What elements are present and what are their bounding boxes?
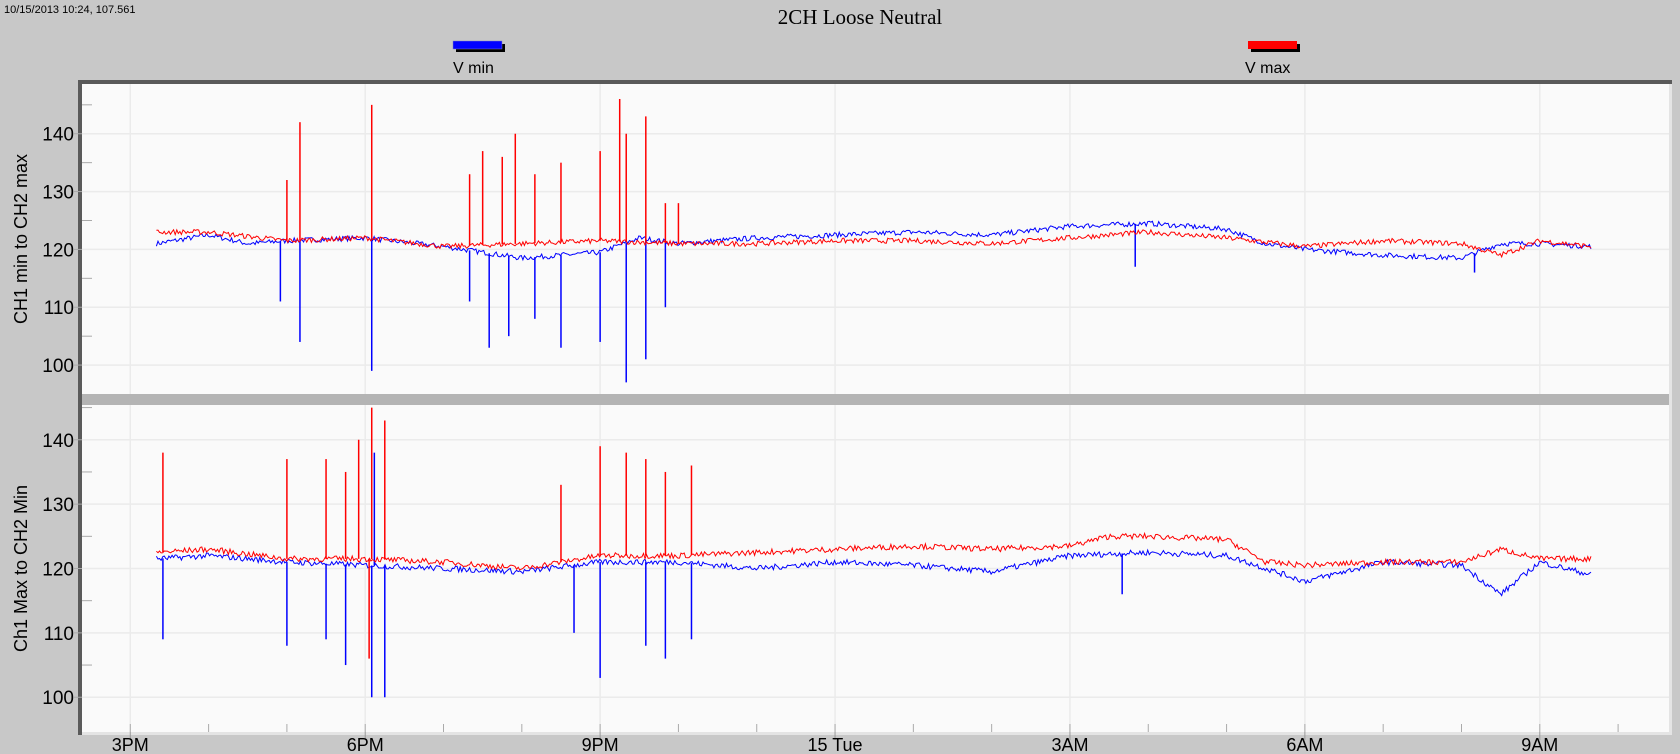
- y-tick-label: 120: [42, 560, 74, 581]
- cursor-readout: 10/15/2013 10:24, 107.561: [4, 4, 136, 16]
- legend-label-v-max: V max: [1245, 60, 1290, 77]
- legend-v-max[interactable]: V max: [1245, 41, 1300, 77]
- y-tick-label: 100: [42, 356, 74, 377]
- y-tick-label: 120: [42, 240, 74, 261]
- x-tick-label: 6AM: [1286, 735, 1323, 754]
- x-tick-label: 3PM: [112, 735, 149, 754]
- y-tick-label: 130: [42, 495, 74, 516]
- x-tick-label: 9AM: [1521, 735, 1558, 754]
- frame-left-border: [78, 80, 82, 735]
- y-tick-label: 110: [44, 624, 74, 645]
- y-axis-label: CH1 min to CH2 max: [11, 154, 31, 324]
- legend-swatch-v-max: [1248, 41, 1297, 49]
- y-tick-label: 100: [42, 688, 74, 709]
- x-tick-label: 3AM: [1051, 735, 1088, 754]
- y-tick-label: 140: [42, 125, 74, 146]
- panel-splitter[interactable]: [82, 394, 1669, 405]
- panel-1: [74, 84, 1669, 394]
- y-tick-label: 140: [42, 431, 74, 452]
- x-tick-label: 9PM: [582, 735, 619, 754]
- y-axis-label: Ch1 Max to CH2 Min: [11, 485, 31, 652]
- y-tick-label: 110: [44, 298, 74, 319]
- chart-title: 2CH Loose Neutral: [778, 5, 943, 29]
- legend-swatch-v-min: [452, 40, 503, 50]
- series-line-v-min: [155, 548, 1592, 597]
- panel-2: [74, 405, 1669, 732]
- legend-v-min[interactable]: V min: [452, 40, 505, 77]
- y-tick-label: 130: [42, 183, 74, 204]
- series-line-v-max: [156, 228, 1592, 259]
- frame-top-border: [78, 80, 1672, 84]
- x-tick-label: 6PM: [347, 735, 384, 754]
- x-tick-label: 15 Tue: [808, 735, 863, 754]
- series-line-v-max: [156, 531, 1592, 571]
- series-line-v-min: [155, 220, 1592, 262]
- x-axis: 3PM 6PM 9PM 15 Tue 3AM 6AM 9AM: [112, 724, 1619, 754]
- legend-label-v-min: V min: [453, 60, 494, 77]
